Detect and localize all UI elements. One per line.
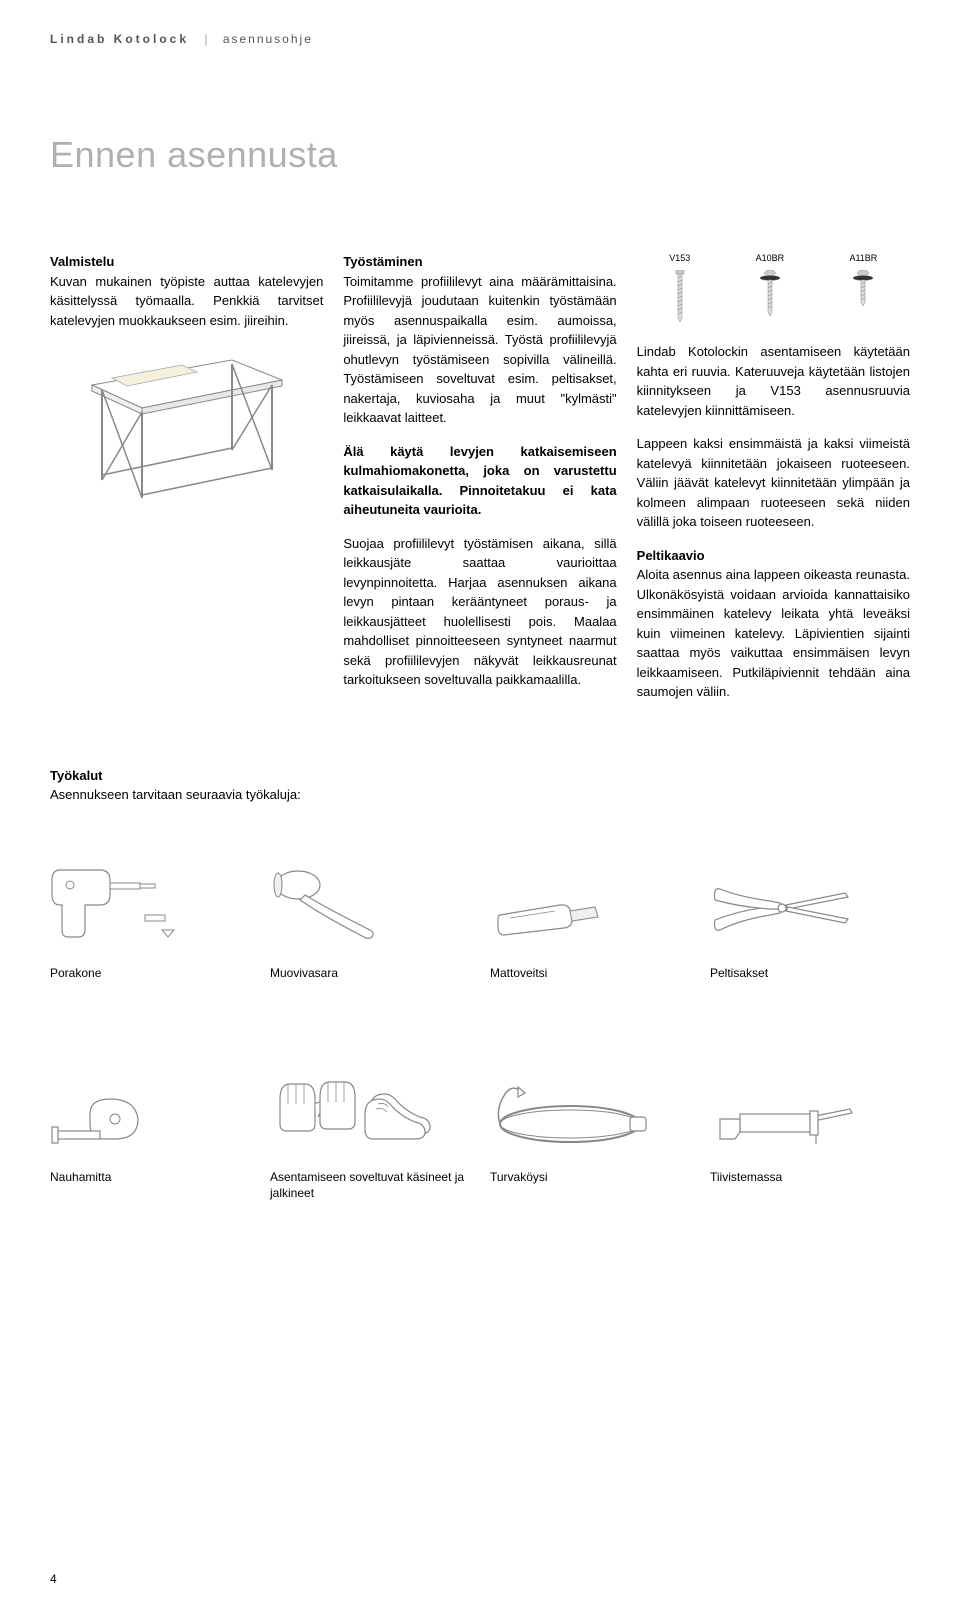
tools-intro: Työkalut Asennukseen tarvitaan seuraavia… <box>50 766 910 805</box>
col1-paragraph: Valmistelu Kuvan mukainen työpiste autta… <box>50 252 323 330</box>
screw-a10br: A10BR <box>756 252 785 325</box>
col1-heading: Valmistelu <box>50 254 114 269</box>
tool-tape: Nauhamitta <box>50 1059 250 1203</box>
sealant-icon <box>710 1059 870 1149</box>
tool-drill: Porakone <box>50 855 250 999</box>
screw-a11br: A11BR <box>849 252 877 315</box>
tool-label: Turvaköysi <box>490 1169 548 1203</box>
tools-row-1: Porakone Muovivasara Mattoveitsi <box>50 855 910 999</box>
tools-heading: Työkalut <box>50 768 103 783</box>
screw-label-2: A10BR <box>756 252 785 266</box>
col3-p3-body: Aloita asennus aina lappeen oikeasta reu… <box>637 567 910 699</box>
col3-p1: Lindab Kotolockin asentamiseen käytetään… <box>637 342 910 420</box>
screw-icon <box>758 270 782 325</box>
tool-label: Nauhamitta <box>50 1169 111 1203</box>
page-header: Lindab Kotolock | asennusohje <box>50 30 910 48</box>
tool-knife: Mattoveitsi <box>490 855 690 999</box>
col2-p3: Suojaa profiililevyt työstämisen aikana,… <box>343 534 616 690</box>
screw-v153: V153 <box>669 252 690 325</box>
col3-p2: Lappeen kaksi ensimmäistä ja kaksi viime… <box>637 434 910 532</box>
workbench-illustration <box>50 350 323 500</box>
screws-row: V153 A10BR <box>637 252 910 322</box>
tool-sealant: Tiivistemassa <box>710 1059 910 1203</box>
col2-warning: Älä käytä levyjen katkaisemiseen kulmahi… <box>343 442 616 520</box>
col1-body: Kuvan mukainen työpiste auttaa katelevyj… <box>50 274 323 328</box>
gloves-shoes-icon <box>270 1059 450 1149</box>
tool-rope: Turvaköysi <box>490 1059 690 1203</box>
tools-section: Työkalut Asennukseen tarvitaan seuraavia… <box>50 766 910 1203</box>
mallet-icon <box>270 855 390 945</box>
col2-p1-body: Toimitamme profiililevyt aina määrämitta… <box>343 274 616 426</box>
tool-label: Tiivistemassa <box>710 1169 782 1203</box>
col3-p3-head: Peltikaavio <box>637 548 705 563</box>
header-separator: | <box>204 32 207 46</box>
col2-heading: Työstäminen <box>343 254 422 269</box>
page-number: 4 <box>50 1570 57 1588</box>
column-1: Valmistelu Kuvan mukainen työpiste autta… <box>50 252 323 716</box>
tools-row-2: Nauhamitta <box>50 1059 910 1203</box>
tape-icon <box>50 1059 170 1149</box>
tool-label: Asentamiseen soveltuvat käsineet ja jalk… <box>270 1169 470 1203</box>
col3-p3: Peltikaavio Aloita asennus aina lappeen … <box>637 546 910 702</box>
column-2: Työstäminen Toimitamme profiililevyt ain… <box>343 252 616 716</box>
content-columns: Valmistelu Kuvan mukainen työpiste autta… <box>50 252 910 716</box>
screw-label-1: V153 <box>669 252 690 266</box>
header-brand: Lindab Kotolock <box>50 32 189 46</box>
screw-icon <box>670 270 690 325</box>
rope-icon <box>490 1059 670 1149</box>
tool-label: Porakone <box>50 965 101 999</box>
tool-gloves-shoes: Asentamiseen soveltuvat käsineet ja jalk… <box>270 1059 470 1203</box>
col2-p1: Työstäminen Toimitamme profiililevyt ain… <box>343 252 616 428</box>
screw-label-3: A11BR <box>849 252 877 266</box>
tools-intro-text: Asennukseen tarvitaan seuraavia työkaluj… <box>50 787 301 802</box>
tool-snips: Peltisakset <box>710 855 910 999</box>
tool-label: Muovivasara <box>270 965 338 999</box>
header-doctype: asennusohje <box>223 32 313 46</box>
screw-icon <box>851 270 875 315</box>
page-title: Ennen asennusta <box>50 128 910 182</box>
knife-icon <box>490 855 610 945</box>
column-3: V153 A10BR <box>637 252 910 716</box>
snips-icon <box>710 855 860 945</box>
tool-mallet: Muovivasara <box>270 855 470 999</box>
tool-label: Peltisakset <box>710 965 768 999</box>
tool-label: Mattoveitsi <box>490 965 547 999</box>
drill-icon <box>50 855 180 945</box>
